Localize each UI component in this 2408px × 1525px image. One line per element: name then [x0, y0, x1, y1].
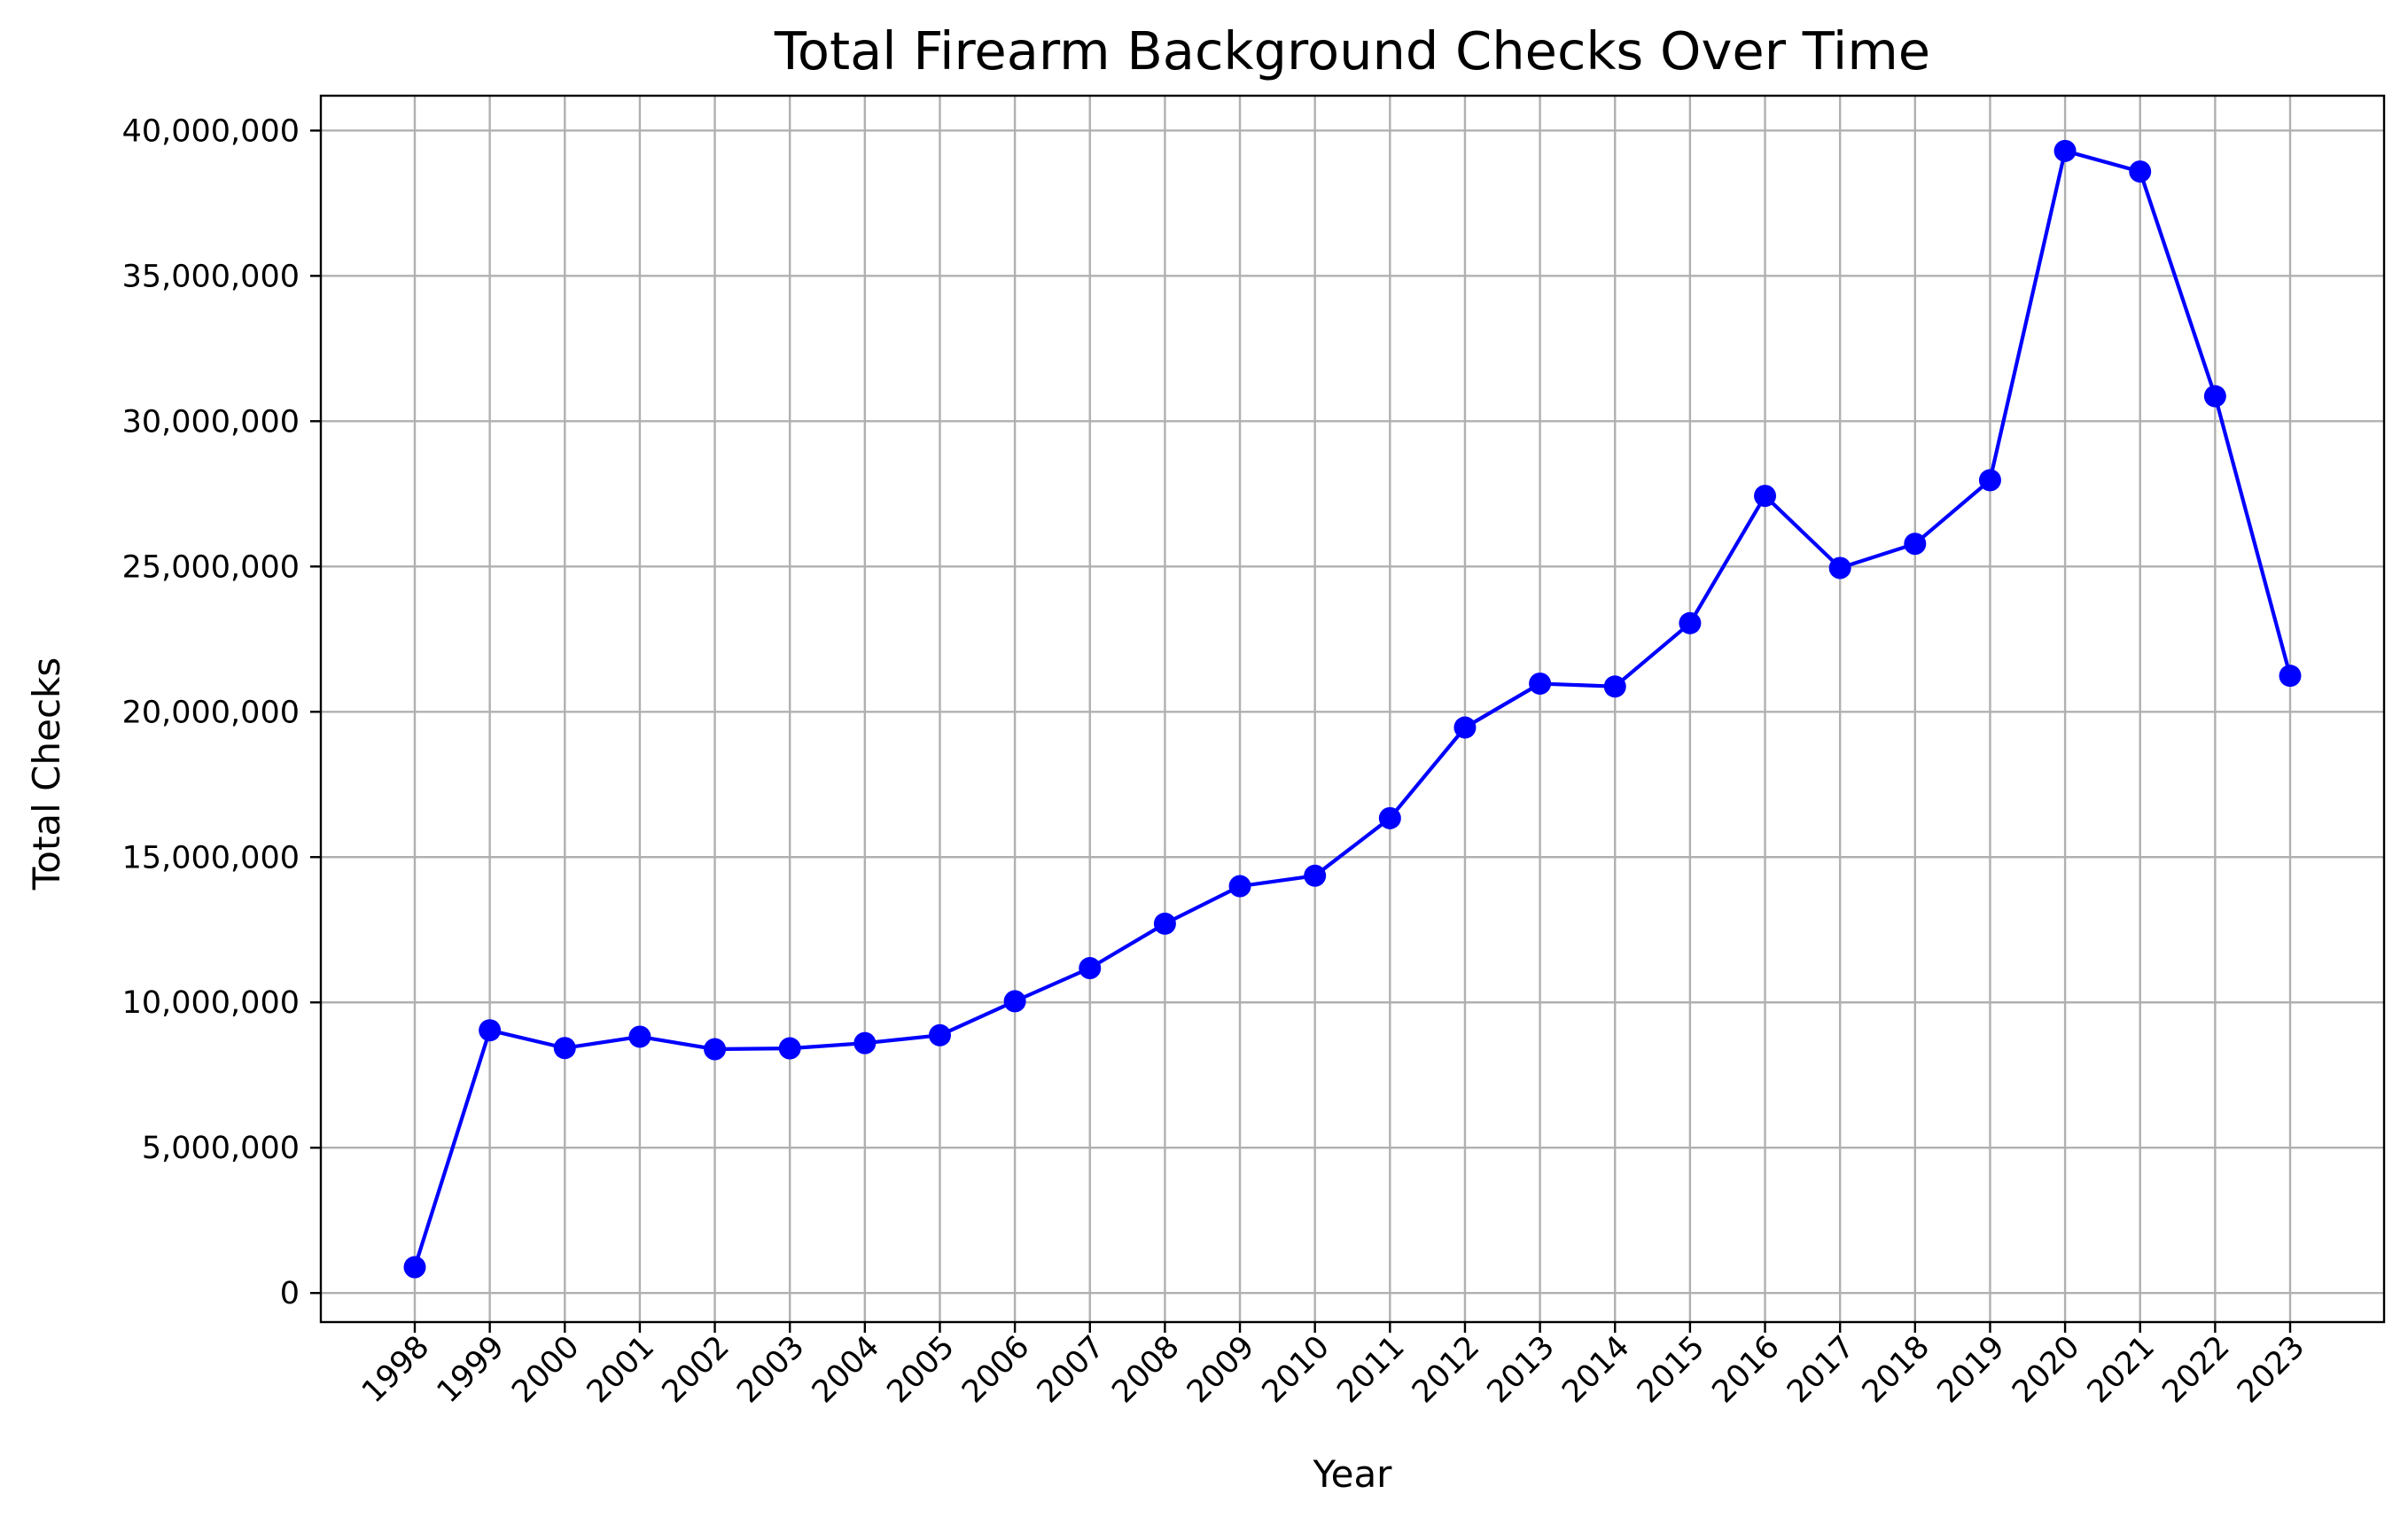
data-point	[853, 1031, 877, 1054]
series-line	[412, 149, 2293, 1268]
data-point	[1378, 806, 1401, 829]
data-point	[778, 1037, 801, 1060]
y-tick-label: 15,000,000	[122, 840, 300, 875]
data-point	[1754, 485, 1777, 508]
x-axis-label: Year	[1313, 1452, 1393, 1496]
data-point	[403, 1256, 426, 1279]
data-point	[1603, 675, 1626, 698]
data-point	[928, 1023, 951, 1046]
series-layer	[403, 139, 2302, 1279]
data-point	[1529, 672, 1552, 695]
grid	[321, 96, 2384, 1322]
y-tick-label: 40,000,000	[122, 113, 300, 149]
data-point	[1079, 957, 1102, 980]
y-tick-label: 30,000,000	[122, 404, 300, 440]
y-axis-ticks: 0 5,000,000 10,000,000 15,000,000 20,000,000…	[122, 113, 321, 1311]
data-point	[1228, 875, 1251, 898]
y-tick-label: 10,000,000	[122, 985, 300, 1021]
plot-area-frame	[319, 94, 2386, 1324]
data-point	[1003, 990, 1026, 1013]
data-point	[479, 1019, 502, 1042]
data-point	[1904, 533, 1927, 556]
y-tick-label: 35,000,000	[122, 259, 300, 294]
chart-title: Total Firearm Background Checks Over Tim…	[774, 20, 1930, 82]
data-point	[2279, 665, 2302, 688]
y-tick-label: 20,000,000	[122, 695, 300, 730]
data-point	[1828, 556, 1851, 580]
y-tick-label: 25,000,000	[122, 549, 300, 585]
y-tick-label: 5,000,000	[142, 1131, 300, 1166]
data-point	[2129, 160, 2152, 183]
data-point	[628, 1025, 651, 1048]
y-tick-label: 0	[280, 1276, 300, 1311]
data-point	[2203, 385, 2226, 408]
data-point	[1978, 469, 2001, 492]
data-point	[1304, 864, 1327, 887]
data-point	[1679, 611, 1702, 634]
data-point	[704, 1038, 727, 1061]
data-point	[1453, 716, 1477, 739]
data-point	[2053, 139, 2077, 162]
y-axis-label: Total Checks	[25, 657, 68, 891]
data-point	[1153, 912, 1176, 935]
data-point	[553, 1037, 576, 1060]
